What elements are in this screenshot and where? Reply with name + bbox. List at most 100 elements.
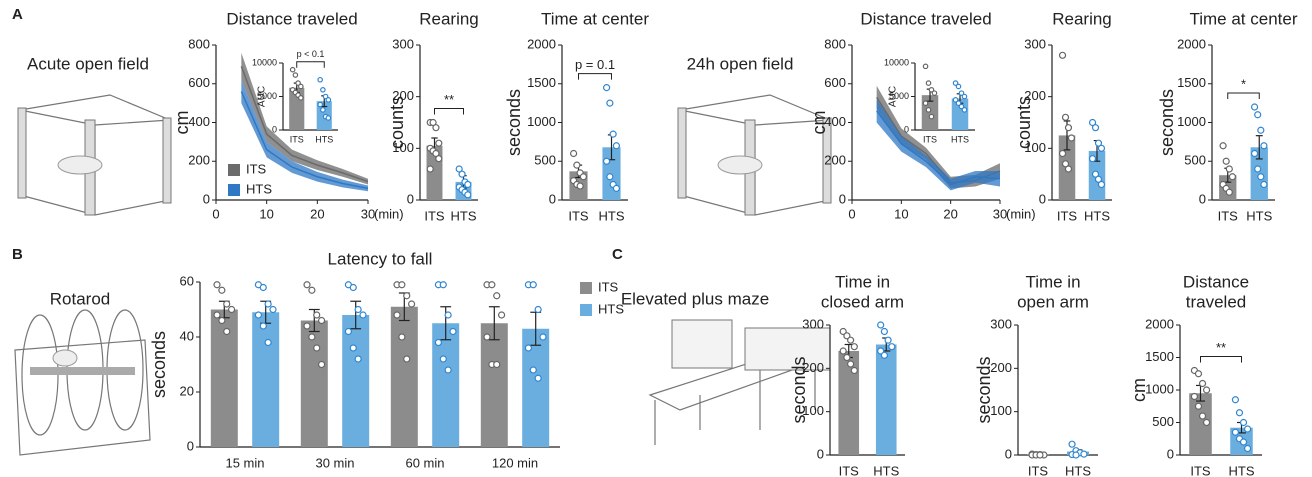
data-point: [573, 161, 581, 169]
data-point: [606, 99, 614, 107]
data-point: [922, 63, 929, 70]
y-axis-label: AUC: [888, 86, 899, 107]
data-point: [850, 366, 858, 375]
x-tick-label: 60 min: [405, 455, 444, 470]
bar: [480, 323, 508, 447]
data-point: [213, 311, 221, 319]
data-point: [439, 355, 447, 363]
data-point: [579, 173, 588, 181]
legend-swatch: [228, 164, 240, 176]
data-point: [925, 80, 932, 86]
x-tick-label: 15 min: [225, 455, 264, 470]
data-point: [606, 173, 614, 181]
data-point: [317, 360, 326, 369]
x-tick-label: 10: [894, 206, 908, 221]
data-point: [1250, 103, 1259, 111]
panel-label: A: [12, 6, 23, 23]
data-point: [444, 311, 452, 319]
data-point: [1088, 155, 1097, 163]
data-point: [880, 351, 888, 359]
y-tick-label: 0: [839, 191, 846, 206]
data-point: [1194, 402, 1203, 410]
chart-title: Time at center: [541, 9, 649, 28]
chart-title: traveled: [1186, 292, 1246, 311]
y-tick-label: 1500: [1177, 75, 1206, 90]
data-point: [931, 90, 938, 96]
data-point: [1198, 379, 1207, 388]
data-point: [308, 333, 316, 341]
error-band: [241, 79, 368, 192]
x-tick-label: ITS: [290, 134, 304, 144]
x-tick-label: 20: [943, 206, 957, 221]
data-point: [1219, 142, 1227, 150]
y-tick-label: 200: [1024, 88, 1046, 103]
data-point: [317, 316, 326, 325]
x-tick-label: 30: [361, 206, 375, 221]
data-point: [497, 311, 506, 319]
y-tick-label: 500: [1152, 414, 1174, 429]
x-axis-label: (min): [1006, 206, 1036, 221]
data-point: [403, 355, 411, 363]
data-point: [1097, 180, 1106, 189]
data-point: [223, 300, 231, 308]
data-point: [843, 353, 851, 362]
y-tick-label: 10000: [884, 57, 909, 67]
data-point: [539, 333, 547, 341]
data-point: [1202, 418, 1211, 427]
data-point: [1190, 392, 1199, 401]
y-tick-label: 10000: [252, 57, 277, 67]
data-point: [292, 72, 299, 78]
chart-title: Distance traveled: [860, 9, 991, 28]
legend-swatch: [580, 304, 592, 316]
data-point: [223, 327, 231, 336]
data-point: [1231, 428, 1240, 436]
chart-title: Distance: [1183, 272, 1249, 291]
y-tick-label: 0: [1005, 446, 1012, 461]
data-point: [439, 281, 447, 289]
y-tick-label: 0: [272, 124, 277, 134]
data-point: [877, 321, 885, 329]
data-point: [884, 336, 892, 344]
data-point: [1068, 440, 1076, 448]
y-tick-label: 200: [392, 88, 414, 103]
chart-title: Latency to fall: [328, 249, 433, 268]
data-point: [1194, 370, 1203, 378]
y-tick-label: 300: [1024, 36, 1046, 51]
bar: [1189, 393, 1212, 455]
panel-label: B: [12, 246, 23, 263]
y-tick-label: 400: [188, 114, 210, 129]
chart-title: Rearing: [419, 9, 479, 28]
data-point: [254, 311, 263, 319]
y-tick-label: 500: [534, 153, 556, 168]
data-point: [227, 305, 236, 314]
y-tick-label: 600: [188, 75, 210, 90]
bar: [342, 315, 370, 447]
data-point: [403, 292, 411, 300]
data-point: [1058, 149, 1067, 158]
data-point: [612, 142, 621, 150]
data-point: [1091, 170, 1100, 178]
data-point: [1239, 418, 1248, 427]
y-tick-label: 0: [1167, 446, 1174, 461]
data-point: [1094, 139, 1103, 147]
y-tick-label: 100: [990, 403, 1012, 418]
x-tick-label: ITS: [1218, 208, 1239, 223]
x-tick-label: HTS: [951, 134, 969, 144]
y-tick-label: 400: [824, 114, 846, 129]
y-axis-label: seconds: [789, 356, 809, 423]
data-point: [847, 336, 855, 344]
data-point: [259, 283, 267, 292]
y-axis-label: counts: [387, 96, 407, 149]
data-point: [958, 103, 965, 110]
data-point: [488, 281, 496, 289]
data-point: [1250, 149, 1259, 158]
data-point: [218, 286, 226, 294]
significance-label: **: [1216, 340, 1226, 355]
y-axis-label: AUC: [257, 86, 268, 107]
y-tick-label: 0: [817, 446, 824, 461]
panel-caption: Acute open field: [27, 54, 149, 73]
panel-caption: Elevated plus maze: [621, 289, 769, 308]
data-point: [444, 366, 452, 374]
chart-title: closed arm: [821, 292, 904, 311]
